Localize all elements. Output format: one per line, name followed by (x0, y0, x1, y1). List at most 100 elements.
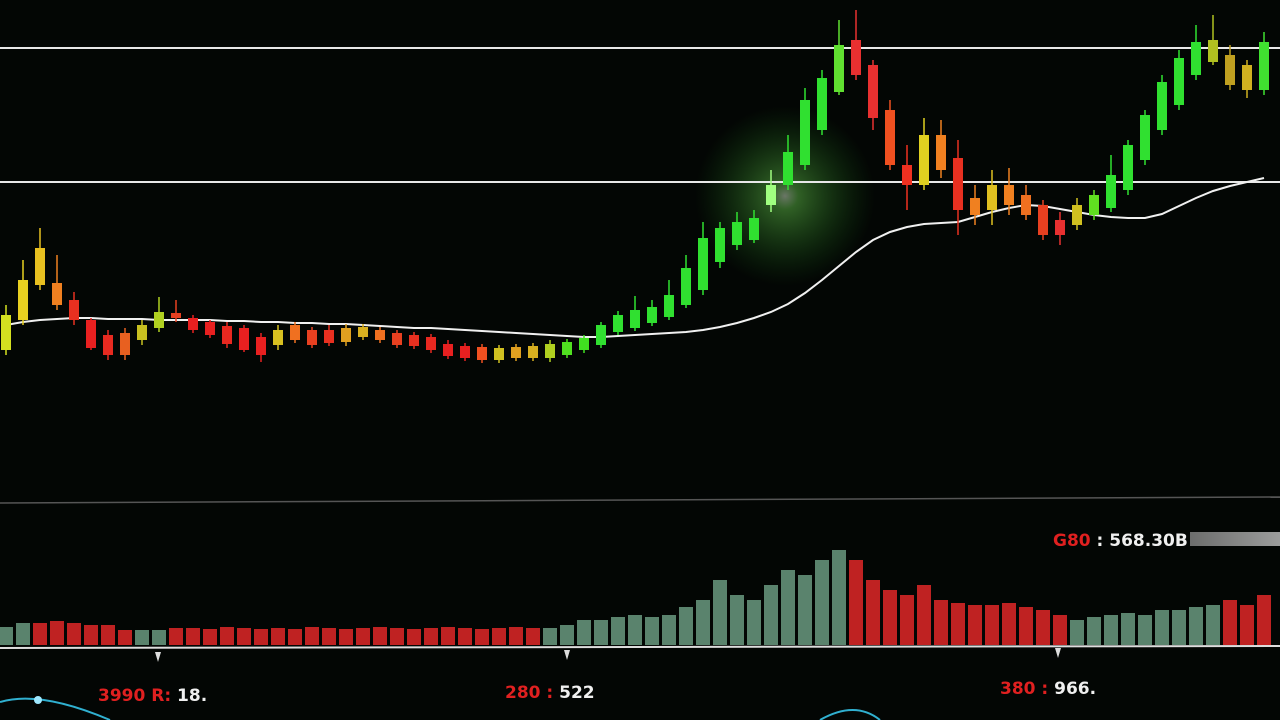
candle-body (154, 312, 164, 328)
candle-body (953, 158, 963, 210)
candle-body (35, 248, 45, 285)
volume-bar (322, 628, 336, 645)
volume-bar (1002, 603, 1016, 645)
volume-bar (526, 628, 540, 645)
oscillator-line (0, 697, 111, 720)
candle-body (120, 333, 130, 355)
candle-body (732, 222, 742, 245)
candle-body (987, 185, 997, 210)
volume-bar (883, 590, 897, 645)
volume-bar (0, 627, 13, 645)
candle-body (18, 280, 28, 320)
candle-body (1106, 175, 1116, 208)
candle-body (307, 330, 317, 345)
volume-bar (1121, 613, 1135, 645)
volume-bar (1189, 607, 1203, 645)
annotation-label: 3990 R: (98, 686, 171, 706)
volume-bar (1257, 595, 1271, 645)
candle-body (1, 315, 11, 350)
volume-bar (934, 600, 948, 645)
volume-bar (611, 617, 625, 645)
candle-body (1157, 82, 1167, 130)
volume-bar (390, 628, 404, 645)
volume-bar (50, 621, 64, 645)
candle-body (1123, 145, 1133, 190)
candle-body (69, 300, 79, 320)
candle-body (494, 348, 504, 360)
indicator-bar (1190, 532, 1280, 546)
volume-bar (1070, 620, 1084, 645)
panel-divider (0, 496, 1280, 504)
candle-body (52, 283, 62, 305)
candle-body (579, 338, 589, 350)
moving-average (5, 177, 1265, 338)
annotation-value: 522 (553, 683, 594, 703)
volume-bar (1223, 600, 1237, 645)
annotation: 3990 R: 18. (98, 686, 207, 706)
candle-body (103, 335, 113, 355)
candle-body (868, 65, 878, 118)
marks (0, 10, 1280, 645)
volume-bar (356, 628, 370, 645)
candle-body (613, 315, 623, 332)
volume-bar (1240, 605, 1254, 645)
candle-body (86, 320, 96, 348)
volume-bar (832, 550, 846, 645)
candle-body (273, 330, 283, 345)
candle-body (766, 185, 776, 205)
candle-body (562, 342, 572, 355)
volume-bar (713, 580, 727, 645)
candle-body (1191, 42, 1201, 75)
volume-bar (645, 617, 659, 645)
volume-bar (594, 620, 608, 645)
volume-bar (798, 575, 812, 645)
candle-body (188, 318, 198, 330)
annotation-label: 280 : (505, 683, 553, 703)
candle-body (392, 333, 402, 345)
candle-body (256, 337, 266, 355)
oscillator-dot (34, 696, 42, 704)
candle-body (511, 347, 521, 358)
candle-body (409, 335, 419, 346)
candle-body (1174, 58, 1184, 105)
volume-bar (101, 625, 115, 645)
candle-body (902, 165, 912, 185)
volume-bar (135, 630, 149, 645)
volume-bar (1138, 615, 1152, 645)
candle-body (324, 330, 334, 343)
oscillator-line (819, 709, 881, 720)
candle-body (171, 313, 181, 318)
candle-body (970, 198, 980, 215)
annotation: 280 : 522 (505, 683, 595, 703)
candle-body (341, 328, 351, 342)
candle-body (137, 325, 147, 340)
candle-body (375, 330, 385, 340)
volume-bar (1155, 610, 1169, 645)
volume-bar (747, 600, 761, 645)
volume-bar (203, 629, 217, 645)
volume-bar (271, 628, 285, 645)
volume-bar (951, 603, 965, 645)
volume-bar (67, 623, 81, 645)
candle-body (647, 307, 657, 323)
candle-body (239, 328, 249, 350)
candle-body (1021, 195, 1031, 215)
candle-body (851, 40, 861, 75)
volume-bar (968, 605, 982, 645)
volume-bar (186, 628, 200, 645)
volume-bar (84, 625, 98, 645)
candle-body (596, 325, 606, 345)
candle-body (1242, 65, 1252, 90)
candle-body (545, 344, 555, 358)
candle-body (426, 337, 436, 350)
volume-bar (917, 585, 931, 645)
volume-bar (1019, 607, 1033, 645)
candle-body (817, 78, 827, 130)
volume-bar (441, 627, 455, 645)
candle-body (664, 295, 674, 317)
volume-bar (339, 629, 353, 645)
candle-body (222, 326, 232, 344)
volume-bar (33, 623, 47, 645)
